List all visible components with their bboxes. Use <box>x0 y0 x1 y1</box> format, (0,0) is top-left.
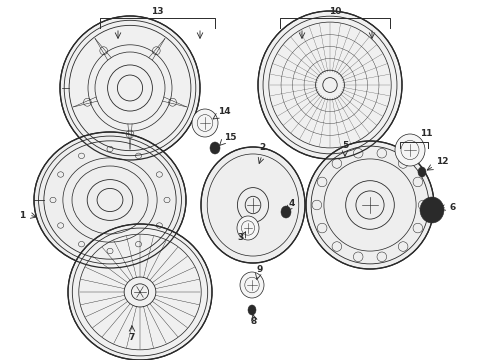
Ellipse shape <box>306 141 434 269</box>
Text: 7: 7 <box>129 333 135 342</box>
Text: 12: 12 <box>436 158 448 166</box>
Text: 2: 2 <box>259 144 265 153</box>
Ellipse shape <box>281 206 291 218</box>
Ellipse shape <box>68 224 212 360</box>
Text: 6: 6 <box>449 202 455 211</box>
Text: 10: 10 <box>329 6 341 15</box>
Text: 15: 15 <box>224 134 237 143</box>
Ellipse shape <box>418 167 426 177</box>
Ellipse shape <box>34 132 186 268</box>
Ellipse shape <box>192 109 218 137</box>
Ellipse shape <box>60 16 200 160</box>
Ellipse shape <box>237 216 259 240</box>
Ellipse shape <box>210 142 220 154</box>
Text: 11: 11 <box>420 129 433 138</box>
Text: 8: 8 <box>251 318 257 327</box>
Text: 1: 1 <box>19 211 25 220</box>
Text: 13: 13 <box>151 6 164 15</box>
Ellipse shape <box>240 272 264 298</box>
Ellipse shape <box>248 305 256 315</box>
Text: 5: 5 <box>342 140 348 149</box>
Text: 3: 3 <box>237 234 243 243</box>
Ellipse shape <box>420 197 444 223</box>
Text: 9: 9 <box>257 266 263 274</box>
Ellipse shape <box>258 11 402 159</box>
Ellipse shape <box>395 134 425 166</box>
Ellipse shape <box>201 147 305 263</box>
Text: 14: 14 <box>218 108 231 117</box>
Text: 4: 4 <box>289 199 295 208</box>
